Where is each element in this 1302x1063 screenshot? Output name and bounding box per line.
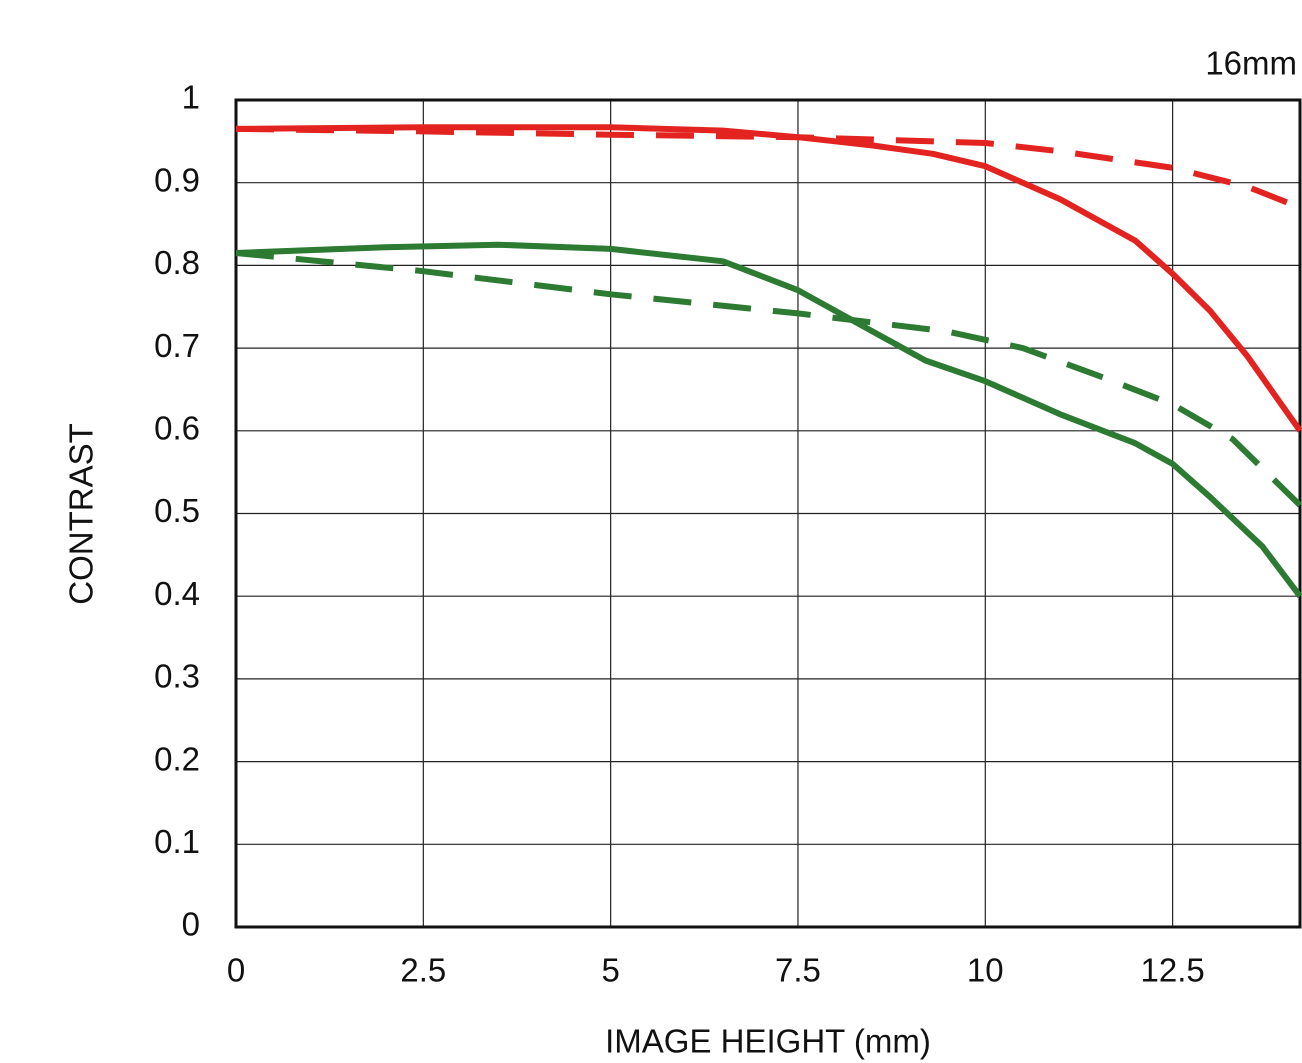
x-tick-label: 2.5 bbox=[400, 952, 446, 989]
chart-title: 16mm bbox=[1205, 45, 1297, 82]
plot-frame bbox=[234, 98, 1302, 929]
y-tick-label: 0.9 bbox=[154, 161, 200, 198]
x-tick-label: 10 bbox=[967, 952, 1004, 989]
y-tick-label: 0.6 bbox=[154, 410, 200, 447]
x-tick-label: 7.5 bbox=[775, 952, 821, 989]
y-tick-label: 0.2 bbox=[154, 740, 200, 777]
y-tick-label: 0.5 bbox=[154, 492, 200, 529]
y-tick-label: 0.1 bbox=[154, 823, 200, 860]
y-axis-label: CONTRAST bbox=[63, 423, 100, 605]
x-tick-label: 0 bbox=[227, 952, 245, 989]
y-tick-label: 0 bbox=[182, 906, 200, 943]
y-tick-label: 0.3 bbox=[154, 658, 200, 695]
y-tick-label: 0.7 bbox=[154, 327, 200, 364]
x-tick-label: 12.5 bbox=[1141, 952, 1205, 989]
line-series bbox=[235, 125, 1302, 211]
y-tick-label: 1 bbox=[182, 79, 200, 116]
x-tick-label: 5 bbox=[601, 952, 619, 989]
y-tick-label: 0.8 bbox=[154, 244, 200, 281]
y-tick-label: 0.4 bbox=[154, 575, 200, 612]
line-series bbox=[235, 124, 1302, 433]
line-series bbox=[235, 241, 1302, 599]
line-series bbox=[235, 250, 1302, 508]
x-axis-label: IMAGE HEIGHT (mm) bbox=[605, 1023, 931, 1060]
